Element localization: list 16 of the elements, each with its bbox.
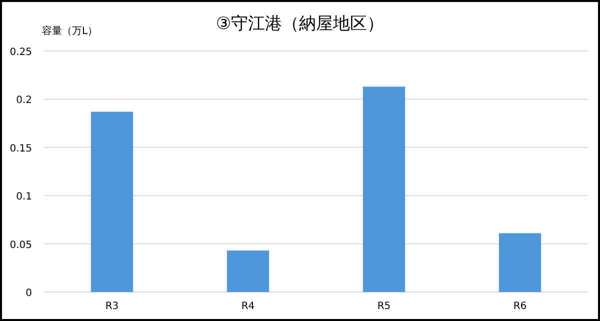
x-tick-label: R5 [377, 301, 391, 312]
y-tick-label: 0.1 [16, 192, 32, 203]
chart-title: ③守江港（納屋地区） [216, 14, 384, 34]
y-tick-label: 0.05 [10, 240, 32, 251]
y-tick-label: 0 [26, 288, 32, 299]
x-tick-label: R4 [241, 301, 255, 312]
y-tick-label: 0.25 [10, 47, 32, 58]
x-tick-label: R3 [105, 301, 119, 312]
y-axis-title: 容量（万L） [42, 25, 98, 37]
bar [498, 233, 542, 292]
bar [90, 112, 134, 292]
y-tick-label: 0.2 [16, 95, 32, 106]
bar [362, 86, 406, 292]
y-tick-label: 0.15 [10, 143, 32, 154]
x-tick-label: R6 [513, 301, 527, 312]
bar [226, 250, 270, 292]
